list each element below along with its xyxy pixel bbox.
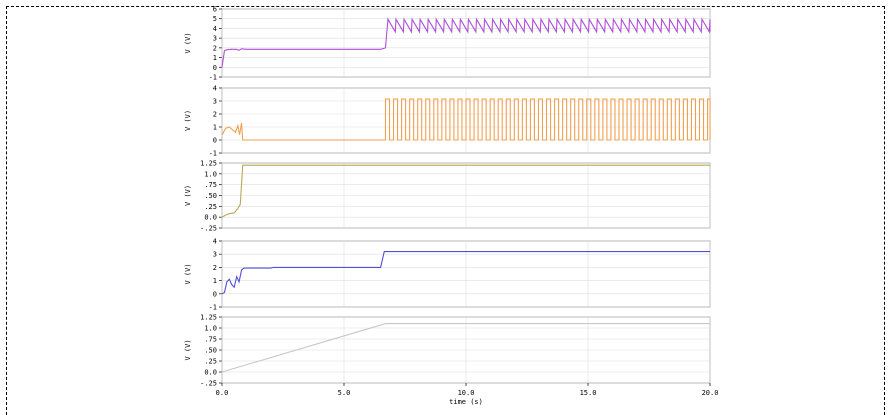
panel-2-ytick-label: 4 (213, 85, 217, 93)
panel-5-ytick-label: .75 (204, 336, 217, 344)
panel-4-ytick-label: 1 (213, 277, 217, 285)
panel-2-ytick-label: 0 (213, 137, 217, 145)
panel-4-ylabel: V (V) (184, 263, 192, 284)
panel-1-ytick-label: 4 (213, 25, 217, 33)
panel-2-ytick-label: 1 (213, 124, 217, 132)
panel-4-ytick-label: 4 (213, 238, 217, 246)
x-tick-label: 15.0 (580, 389, 597, 397)
panel-5-ytick-label: 1.0 (204, 325, 217, 333)
panel-1-ylabel: V (V) (184, 32, 192, 53)
panel-1-ytick-label: 1 (213, 54, 217, 62)
x-axis-label: time (s) (449, 398, 483, 406)
panel-5-ytick-label: .25 (204, 358, 217, 366)
panel-1-ytick-label: 0 (213, 64, 217, 72)
panel-4-ytick-label: 0 (213, 290, 217, 298)
panel-3-ytick-label: 1.25 (200, 160, 217, 168)
panel-1-ytick-label: 5 (213, 15, 217, 23)
panel-2-series (221, 98, 711, 141)
panel-3-ytick-label: .25 (204, 203, 217, 211)
panel-5-ytick-label: 1.25 (200, 314, 217, 322)
panel-5-ytick-label: .50 (204, 347, 217, 355)
panel-5-series (221, 323, 710, 373)
x-tick-label: 20.0 (702, 389, 719, 397)
panel-4-series (221, 251, 710, 295)
panel-1-ytick-label: 2 (213, 44, 217, 52)
panel-2-ylabel: V (V) (184, 110, 192, 131)
panel-2-ytick-label: 3 (213, 98, 217, 106)
panel-3-ytick-label: -.25 (200, 225, 217, 233)
chart-frame (6, 6, 885, 415)
panel-4-ytick-label: 3 (213, 251, 217, 259)
panel-1-series (221, 17, 711, 68)
panel-1-ytick-label: 3 (213, 35, 217, 43)
panel-3-ytick-label: 0.0 (204, 214, 217, 222)
panel-3-ytick-label: .50 (204, 192, 217, 200)
panel-3-ytick-label: .75 (204, 181, 217, 189)
panel-5-ylabel: V (V) (184, 339, 192, 360)
panel-1-ytick-label: -1 (209, 74, 217, 82)
panel-4-ytick-label: 2 (213, 264, 217, 272)
panel-2-ytick-label: 2 (213, 111, 217, 119)
x-tick-label: 0.0 (216, 389, 229, 397)
x-tick-label: 10.0 (458, 389, 475, 397)
x-tick-label: 5.0 (338, 389, 351, 397)
panel-3-series (221, 164, 710, 218)
panel-5-ytick-label: 0.0 (204, 369, 217, 377)
panel-2-ytick-label: -1 (209, 150, 217, 158)
panel-1-ytick-label: 6 (213, 6, 217, 14)
panel-3-ytick-label: 1.0 (204, 170, 217, 178)
panel-5-ytick-label: -.25 (200, 380, 217, 388)
panel-4-ytick-label: -1 (209, 304, 217, 312)
panel-3-ylabel: V (V) (184, 185, 192, 206)
